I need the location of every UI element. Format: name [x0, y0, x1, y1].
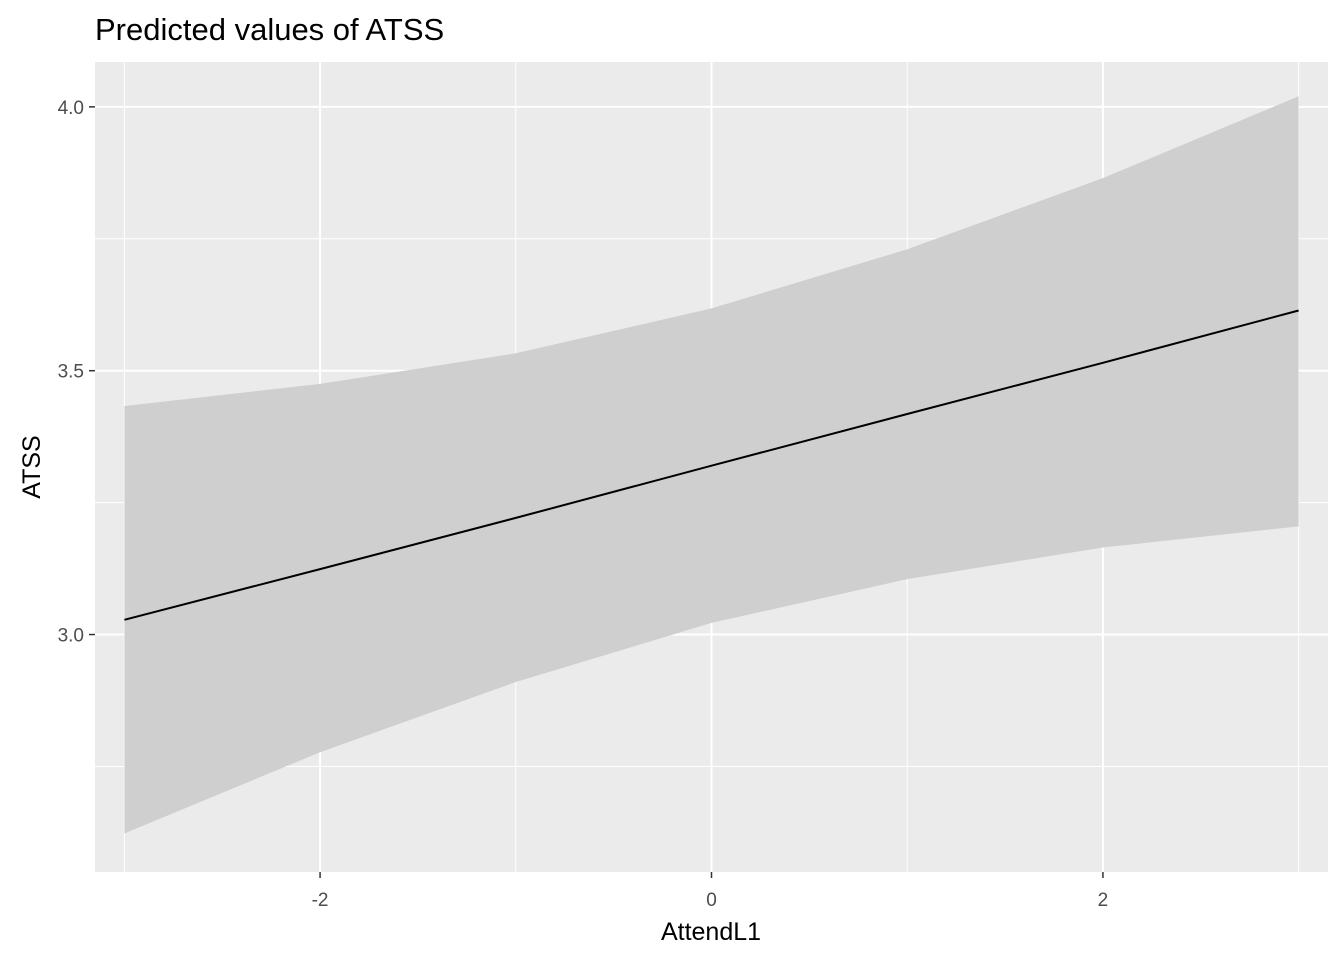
y-tick-label: 4.0: [58, 98, 84, 119]
chart-title: Predicted values of ATSS: [95, 12, 444, 47]
series-layer: [124, 96, 1299, 834]
y-axis-title: ATSS: [18, 435, 46, 498]
y-tick-label: 3.0: [58, 626, 84, 647]
x-tick-label: -2: [312, 890, 329, 911]
y-tick-label: 3.5: [58, 362, 84, 383]
x-tick-label: 0: [706, 890, 717, 911]
x-axis-ticks: -2 0 2: [312, 872, 1109, 911]
predicted-line: [124, 309, 1299, 621]
y-axis-ticks: 3.0 3.5 4.0: [58, 98, 95, 647]
x-tick-label: 2: [1098, 890, 1109, 911]
x-axis-title: AttendL1: [661, 918, 761, 946]
